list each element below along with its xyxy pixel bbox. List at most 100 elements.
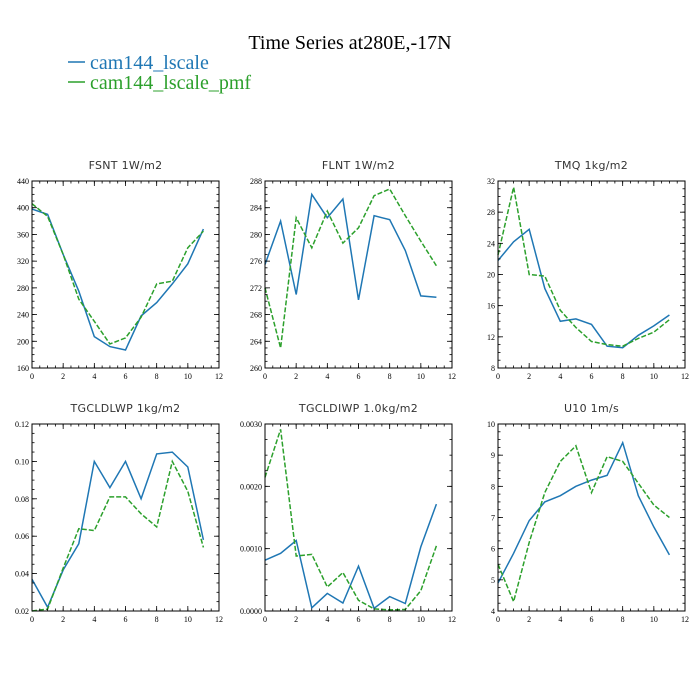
x-tick-label: 12 — [681, 372, 689, 381]
panel-title: TGCLDLWP 1kg/m2 — [70, 402, 181, 415]
series-line-cam144-lscale-pmf — [497, 187, 670, 347]
x-tick-label: 6 — [124, 615, 128, 624]
legend-label-1: cam144_lscale_pmf — [90, 72, 251, 94]
x-tick-label: 0 — [496, 615, 500, 624]
plot-frame — [497, 180, 686, 369]
panel-title: U10 1m/s — [564, 402, 619, 415]
x-tick-label: 12 — [215, 615, 223, 624]
x-tick-label: 0 — [263, 615, 267, 624]
x-tick-label: 6 — [590, 615, 594, 624]
y-tick-label: 0.06 — [15, 532, 29, 541]
x-tick-label: 6 — [357, 372, 361, 381]
chart-panel-5: U10 1m/s 0 2 4 6 8 10 12 4 5 6 7 8 9 10 — [487, 402, 689, 624]
y-tick-label: 0.02 — [15, 607, 29, 616]
y-tick-label: 0.0010 — [240, 545, 262, 554]
y-tick-label: 32 — [487, 177, 495, 186]
y-tick-label: 0.10 — [15, 457, 29, 466]
x-tick-label: 4 — [92, 372, 96, 381]
x-tick-label: 4 — [558, 615, 562, 624]
x-tick-label: 6 — [357, 615, 361, 624]
x-tick-label: 10 — [184, 372, 192, 381]
x-tick-label: 12 — [215, 372, 223, 381]
x-tick-label: 2 — [294, 615, 298, 624]
y-tick-label: 400 — [17, 204, 29, 213]
x-tick-label: 8 — [388, 615, 392, 624]
x-tick-label: 2 — [294, 372, 298, 381]
series-line-cam144-lscale-pmf — [264, 429, 438, 611]
series-line-cam144-lscale-pmf — [497, 444, 670, 604]
y-tick-label: 0.0020 — [240, 482, 262, 491]
panel-title: TMQ 1kg/m2 — [554, 159, 628, 172]
y-tick-label: 360 — [17, 230, 29, 239]
legend-label-0: cam144_lscale — [90, 52, 209, 74]
y-tick-label: 0.0000 — [240, 607, 262, 616]
y-tick-label: 440 — [17, 177, 29, 186]
y-tick-label: 268 — [250, 311, 262, 320]
x-tick-label: 8 — [388, 372, 392, 381]
y-tick-label: 320 — [17, 257, 29, 266]
y-tick-label: 12 — [487, 333, 495, 342]
y-tick-label: 4 — [491, 607, 495, 616]
x-tick-label: 4 — [558, 372, 562, 381]
y-tick-label: 24 — [487, 239, 495, 248]
legend: cam144_lscale cam144_lscale_pmf — [68, 52, 251, 94]
y-tick-label: 260 — [250, 364, 262, 373]
plot-frame — [31, 180, 220, 369]
chart-panel-3: TGCLDLWP 1kg/m2 0 2 4 6 8 10 12 0.02 0.04 0.06 0.08… — [15, 402, 223, 624]
x-tick-label: 10 — [417, 615, 425, 624]
x-tick-label: 12 — [448, 615, 456, 624]
series-line-cam144-lscale — [264, 503, 438, 610]
series-line-cam144-lscale-pmf — [31, 459, 205, 612]
x-tick-label: 2 — [527, 615, 531, 624]
y-tick-label: 0.08 — [15, 495, 29, 504]
series-line-cam144-lscale-pmf — [31, 203, 204, 345]
y-tick-label: 28 — [487, 208, 495, 217]
x-tick-label: 6 — [124, 372, 128, 381]
figure-title: Time Series at280E,-17N — [248, 32, 451, 54]
panel-title: TGCLDIWP 1.0kg/m2 — [298, 402, 418, 415]
x-tick-label: 8 — [155, 372, 159, 381]
x-tick-label: 10 — [650, 372, 658, 381]
x-tick-label: 8 — [621, 615, 625, 624]
x-tick-label: 0 — [30, 372, 34, 381]
y-tick-label: 8 — [491, 364, 495, 373]
y-tick-label: 5 — [491, 576, 495, 585]
x-tick-label: 2 — [61, 372, 65, 381]
y-tick-label: 9 — [491, 451, 495, 460]
x-tick-label: 0 — [263, 372, 267, 381]
y-tick-label: 10 — [487, 420, 495, 429]
x-tick-label: 10 — [417, 372, 425, 381]
y-tick-label: 280 — [250, 230, 262, 239]
y-tick-label: 272 — [250, 284, 262, 293]
y-tick-label: 288 — [250, 177, 262, 186]
chart-panel-0: FSNT 1W/m2 0 2 4 6 8 10 12 160 200 240 280 320 360 400… — [17, 159, 223, 381]
x-tick-label: 4 — [325, 615, 329, 624]
y-tick-label: 280 — [17, 284, 29, 293]
y-tick-label: 284 — [250, 204, 262, 213]
x-tick-label: 4 — [325, 372, 329, 381]
x-tick-label: 8 — [621, 372, 625, 381]
plot-frame — [264, 180, 453, 369]
panels: FSNT 1W/m20 2 4 6 8 10 12160200240280320360400… — [15, 159, 689, 624]
x-tick-label: 12 — [681, 615, 689, 624]
x-tick-label: 8 — [155, 615, 159, 624]
x-tick-label: 12 — [448, 372, 456, 381]
series-line-cam144-lscale — [497, 440, 671, 584]
series-line-cam144-lscale — [264, 192, 437, 301]
x-tick-label: 6 — [590, 372, 594, 381]
y-tick-label: 6 — [491, 545, 495, 554]
y-tick-label: 200 — [17, 337, 29, 346]
y-tick-label: 8 — [491, 482, 495, 491]
series-line-cam144-lscale — [31, 208, 205, 351]
series-line-cam144-lscale-pmf — [264, 188, 438, 349]
y-tick-label: 240 — [17, 311, 29, 320]
panel-title: FLNT 1W/m2 — [322, 159, 395, 172]
x-tick-label: 10 — [650, 615, 658, 624]
plot-frame — [497, 423, 686, 612]
y-tick-label: 20 — [487, 271, 495, 280]
y-tick-label: 160 — [17, 364, 29, 373]
chart-panel-1: FLNT 1W/m2 0 2 4 6 8 10 12 260 264 268 272 276 280 284… — [250, 159, 456, 381]
y-tick-label: 276 — [250, 257, 262, 266]
